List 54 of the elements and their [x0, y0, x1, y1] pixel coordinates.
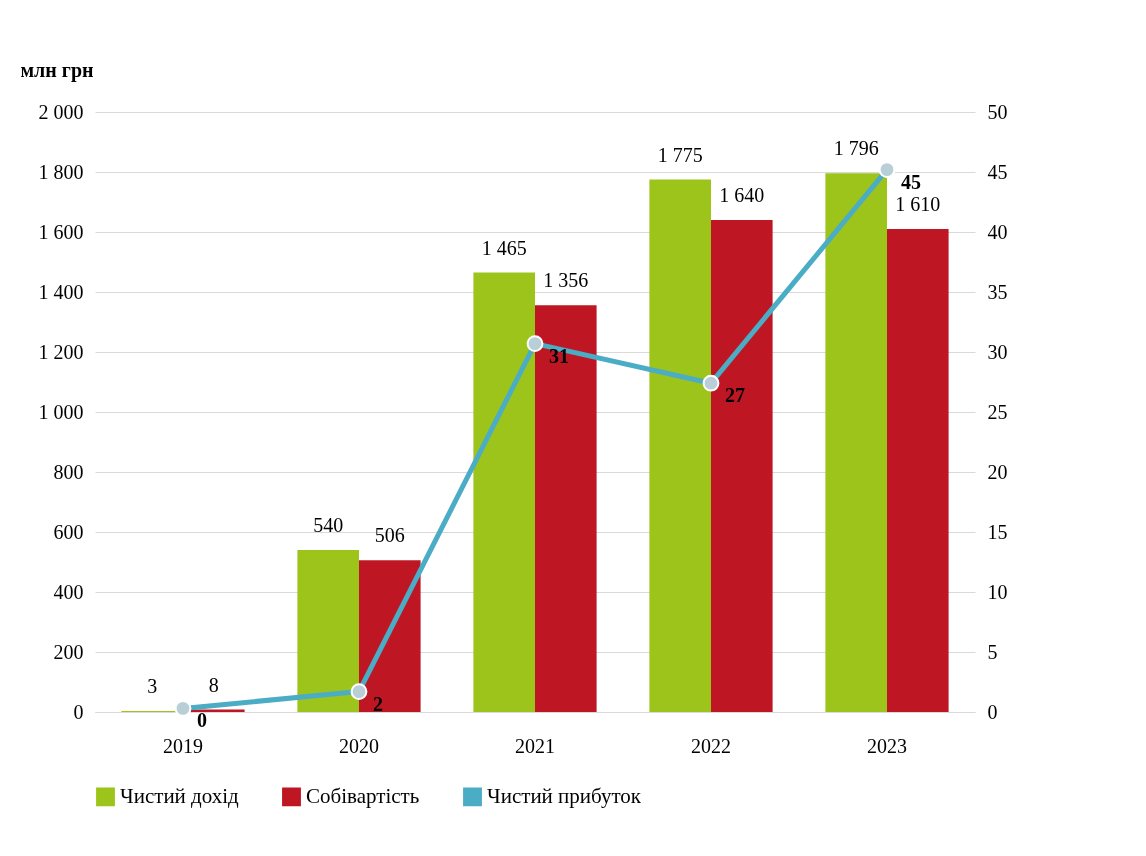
legend-label: Чистий дохід	[120, 783, 240, 808]
y2-tick-label: 50	[987, 100, 1008, 123]
y2-tick-label: 10	[987, 580, 1008, 603]
y-tick-label: 2 000	[38, 100, 84, 123]
bar	[297, 550, 359, 712]
data-label: 540	[313, 514, 344, 536]
data-label: 31	[549, 344, 569, 367]
data-label: 1 610	[895, 193, 941, 215]
y2-tick-label: 35	[987, 280, 1008, 303]
y-tick-label: 600	[53, 520, 84, 543]
y-axis-title: млн грн	[20, 58, 94, 82]
data-label: 1 796	[833, 137, 879, 160]
y2-tick-label: 45	[987, 160, 1008, 183]
y-tick-label: 400	[53, 580, 84, 603]
x-tick-label: 2021	[515, 734, 555, 757]
data-label: 27	[725, 384, 745, 407]
y-tick-label: 1 200	[38, 340, 84, 363]
bar	[473, 272, 535, 712]
x-tick-label: 2020	[339, 734, 379, 757]
y2-tick-label: 30	[987, 340, 1008, 363]
data-label: 1 775	[657, 143, 703, 166]
x-tick-label: 2022	[691, 734, 731, 757]
data-label: 8	[208, 673, 219, 696]
bar	[825, 173, 887, 712]
data-label: 506	[374, 524, 405, 547]
data-label: 2	[373, 692, 383, 715]
y-tick-label: 1 600	[38, 220, 84, 243]
bar	[711, 220, 773, 712]
y2-tick-label: 25	[987, 400, 1008, 423]
y2-tick-label: 5	[987, 640, 998, 663]
bar	[535, 305, 597, 712]
data-label: 1 356	[543, 269, 589, 292]
y-tick-label: 800	[53, 460, 84, 483]
y2-tick-label: 40	[987, 220, 1008, 243]
data-label: 1 465	[481, 236, 527, 259]
bar	[649, 179, 711, 712]
y-tick-label: 1 400	[38, 280, 84, 303]
y-tick-label: 0	[73, 700, 84, 723]
y-tick-label: 1 800	[38, 160, 84, 183]
legend-label: Чистий прибуток	[487, 783, 642, 808]
legend-label: Собівартість	[306, 783, 420, 808]
x-tick-label: 2019	[163, 734, 203, 757]
y2-tick-label: 20	[987, 460, 1008, 483]
bar	[359, 560, 421, 712]
data-label: 0	[197, 709, 207, 732]
y2-tick-label: 0	[987, 700, 998, 723]
data-label: 3	[147, 675, 158, 698]
data-label: 45	[901, 170, 921, 193]
bar	[887, 229, 949, 712]
y-tick-label: 1 000	[38, 400, 84, 423]
data-label: 1 640	[719, 184, 765, 206]
y2-tick-label: 15	[987, 520, 1008, 543]
y-tick-label: 200	[53, 640, 84, 663]
x-tick-label: 2023	[867, 734, 907, 757]
